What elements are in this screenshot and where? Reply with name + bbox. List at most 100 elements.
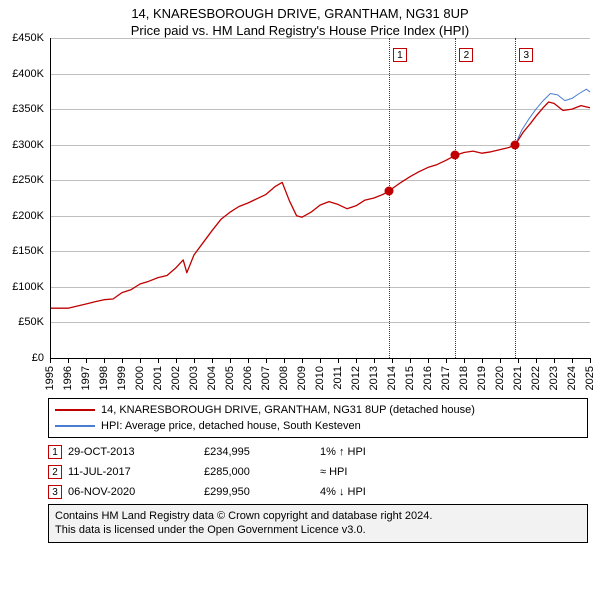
sales-row-marker: 1: [48, 445, 62, 459]
x-tick: [464, 358, 465, 363]
sales-row-marker: 2: [48, 465, 62, 479]
x-tick: [122, 358, 123, 363]
x-tick: [410, 358, 411, 363]
x-axis-label: 2017: [440, 366, 452, 390]
x-axis-label: 2011: [332, 366, 344, 390]
x-tick: [338, 358, 339, 363]
footer-line-1: Contains HM Land Registry data © Crown c…: [55, 509, 581, 523]
x-tick: [572, 358, 573, 363]
x-tick: [194, 358, 195, 363]
y-axis-label: £100K: [0, 281, 44, 293]
x-tick: [212, 358, 213, 363]
x-tick: [356, 358, 357, 363]
x-tick: [230, 358, 231, 363]
x-axis-label: 2021: [512, 366, 524, 390]
sales-row-marker: 3: [48, 485, 62, 499]
attribution-footer: Contains HM Land Registry data © Crown c…: [48, 504, 588, 543]
x-axis-label: 2002: [170, 366, 182, 390]
legend-row: 14, KNARESBOROUGH DRIVE, GRANTHAM, NG31 …: [55, 402, 581, 418]
x-tick: [320, 358, 321, 363]
x-tick: [248, 358, 249, 363]
sales-row: 3 06-NOV-2020 £299,950 4% ↓ HPI: [48, 482, 588, 502]
x-axis-label: 2015: [404, 366, 416, 390]
x-tick: [536, 358, 537, 363]
x-tick: [518, 358, 519, 363]
y-axis-label: £200K: [0, 210, 44, 222]
x-tick: [50, 358, 51, 363]
sales-row: 129-OCT-2013£234,9951% ↑ HPI: [48, 442, 588, 462]
x-tick: [302, 358, 303, 363]
legend-swatch: [55, 425, 95, 427]
x-axis-label: 1995: [44, 366, 56, 390]
sales-row-delta: 4% ↓ HPI: [320, 486, 440, 498]
x-tick: [140, 358, 141, 363]
x-tick: [590, 358, 591, 363]
x-axis-label: 2003: [188, 366, 200, 390]
sales-row-price: £285,000: [204, 466, 314, 478]
y-axis-label: £250K: [0, 174, 44, 186]
sale-point: [511, 140, 520, 149]
sales-row-delta: 1% ↑ HPI: [320, 446, 440, 458]
x-axis-label: 1998: [98, 366, 110, 390]
y-axis-label: £0: [0, 352, 44, 364]
x-axis-label: 2000: [134, 366, 146, 390]
y-axis-label: £350K: [0, 103, 44, 115]
x-tick: [68, 358, 69, 363]
x-tick: [104, 358, 105, 363]
y-axis-label: £300K: [0, 139, 44, 151]
x-tick: [500, 358, 501, 363]
x-axis-label: 2019: [476, 366, 488, 390]
x-tick: [554, 358, 555, 363]
x-tick: [392, 358, 393, 363]
sales-row-price: £299,950: [204, 486, 314, 498]
x-axis-label: 2013: [368, 366, 380, 390]
sale-marker-box: 2: [459, 48, 473, 62]
x-tick: [374, 358, 375, 363]
sale-marker-box: 3: [519, 48, 533, 62]
y-axis: [50, 38, 51, 358]
x-tick: [266, 358, 267, 363]
x-axis-label: 2005: [224, 366, 236, 390]
sales-row-date: 11-JUL-2017: [68, 466, 198, 478]
x-axis-label: 2001: [152, 366, 164, 390]
price-chart: 1 2 3 £0 £50K £100K £150K £200K £250K £300K £350K £…: [0, 38, 600, 392]
x-tick: [158, 358, 159, 363]
legend-label: 14, KNARESBOROUGH DRIVE, GRANTHAM, NG31 …: [101, 404, 475, 416]
x-axis-label: 2009: [296, 366, 308, 390]
sales-row-delta: ≈ HPI: [320, 466, 440, 478]
x-axis-label: 2012: [350, 366, 362, 390]
sales-row: 2 11-JUL-2017 £285,000 ≈ HPI: [48, 462, 588, 482]
x-axis-label: 2008: [278, 366, 290, 390]
sales-row-price: £234,995: [204, 446, 314, 458]
x-tick: [446, 358, 447, 363]
chart-title-sub: Price paid vs. HM Land Registry's House …: [0, 23, 600, 38]
y-axis-label: £400K: [0, 68, 44, 80]
legend-swatch: [55, 409, 95, 411]
x-axis-label: 2016: [422, 366, 434, 390]
x-axis-label: 2006: [242, 366, 254, 390]
y-axis-label: £50K: [0, 316, 44, 328]
legend-label: HPI: Average price, detached house, Sout…: [101, 420, 361, 432]
x-axis-label: 2024: [566, 366, 578, 390]
legend-row: HPI: Average price, detached house, Sout…: [55, 418, 581, 434]
y-axis-label: £450K: [0, 32, 44, 44]
x-axis-label: 2007: [260, 366, 272, 390]
x-axis-label: 2018: [458, 366, 470, 390]
x-tick: [428, 358, 429, 363]
sales-table: 129-OCT-2013£234,9951% ↑ HPI211-JUL-2017…: [48, 442, 588, 502]
x-axis-label: 2023: [548, 366, 560, 390]
sale-marker-box: 1: [393, 48, 407, 62]
sales-row-date: 06-NOV-2020: [68, 486, 198, 498]
chart-series: [50, 38, 590, 358]
x-tick: [86, 358, 87, 363]
series-hpi: [515, 89, 590, 145]
x-tick: [176, 358, 177, 363]
y-axis-label: £150K: [0, 245, 44, 257]
chart-legend: 14, KNARESBOROUGH DRIVE, GRANTHAM, NG31 …: [48, 398, 588, 438]
x-axis-label: 1999: [116, 366, 128, 390]
x-axis-label: 2022: [530, 366, 542, 390]
x-tick: [482, 358, 483, 363]
x-axis-label: 2025: [584, 366, 596, 390]
footer-line-2: This data is licensed under the Open Gov…: [55, 523, 581, 537]
plot-area: 1 2 3: [50, 38, 590, 358]
